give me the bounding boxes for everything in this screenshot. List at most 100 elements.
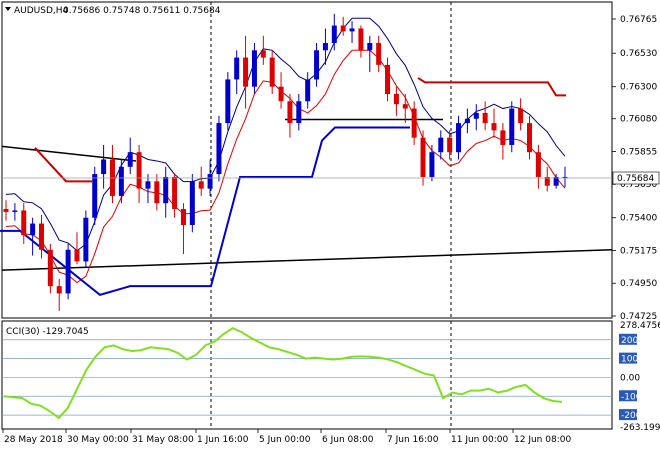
candle-body (349, 28, 355, 32)
cci-tick-label: 100 (621, 355, 638, 365)
candle-body (411, 108, 417, 138)
current-price-label: 0.75684 (617, 174, 654, 184)
candle-body (322, 43, 328, 51)
cci-tick-label: 0.00 (620, 373, 640, 383)
candle-body (172, 176, 178, 209)
candle-body (101, 159, 107, 175)
candle-body (269, 57, 275, 87)
candle-body (358, 28, 364, 51)
candle-body (127, 152, 133, 167)
time-label: 7 Jun 16:00 (387, 435, 439, 445)
candle-body (189, 181, 195, 226)
candle-body (553, 176, 559, 186)
candle-body (180, 208, 186, 226)
candle-body (438, 137, 444, 153)
candle-body (92, 174, 98, 218)
cci-level-tag (619, 352, 637, 364)
price-tick-label: 0.75400 (620, 214, 657, 224)
cci-line (3, 326, 563, 420)
time-axis: 28 May 2018 30 May 00:00 31 May 08:00 1 Jun… (2, 429, 571, 445)
candle-body (251, 50, 257, 87)
trendline-down[interactable] (1, 145, 137, 162)
candle-body (500, 130, 506, 145)
candle-body (163, 176, 169, 204)
candle-body (47, 249, 53, 287)
envelope-lower (5, 49, 566, 284)
ohlc-label: 0.75686 0.75748 0.75611 0.75684 (63, 6, 221, 16)
candle-body (429, 152, 435, 177)
price-tick-label: 0.76765 (620, 15, 657, 25)
candle-body (234, 57, 240, 80)
candle-body (83, 217, 89, 262)
cci-label: CCI(30) -129.7045 (6, 327, 89, 337)
price-axis: 0.76765 0.76530 0.76300 0.76080 0.75855 0.756… (612, 15, 657, 322)
candle-body (314, 50, 320, 80)
cci-series (3, 326, 563, 420)
candle-body (136, 152, 142, 189)
price-tick-label: 0.74725 (620, 312, 657, 322)
cci-tick-label: 200 (621, 336, 638, 346)
symbol-label: AUDUSD,H4 (14, 6, 69, 16)
candle-body (464, 118, 470, 124)
time-label: 6 Jun 08:00 (322, 435, 374, 445)
cci-level-tag (619, 390, 637, 402)
candle-body (243, 57, 249, 87)
candle-body (544, 176, 550, 186)
candles (3, 13, 568, 311)
candle-body (482, 112, 488, 124)
candle-body (145, 181, 151, 189)
candle-body (491, 123, 497, 131)
candle-body (65, 249, 71, 294)
candle-body (216, 123, 222, 175)
cci-tick-label: -200 (621, 411, 642, 421)
candle-body (118, 166, 124, 196)
stop-line-red (34, 147, 92, 183)
candle-body (527, 123, 533, 153)
candle-body (305, 79, 311, 102)
candle-body (562, 176, 568, 178)
candle-body (367, 43, 373, 51)
indicator-overlays (0, 17, 613, 296)
candle-body (3, 208, 9, 212)
candle-body (340, 25, 346, 32)
price-tick-label: 0.75630 (620, 180, 657, 190)
candle-body (30, 223, 36, 236)
collapse-triangle-icon[interactable] (5, 7, 11, 11)
cci-pane (1, 320, 613, 430)
time-label: 5 Jun 00:00 (259, 435, 311, 445)
current-price-tag (612, 171, 660, 185)
candle-body (207, 174, 213, 189)
candle-body (21, 210, 27, 236)
cci-axis: 278.4756 200 100 0.00 -100 -200 -263.1997 (619, 321, 660, 433)
time-label: 31 May 08:00 (132, 435, 194, 445)
time-label: 28 May 2018 (4, 435, 63, 445)
candle-body (296, 101, 302, 124)
cci-level-tag (619, 409, 637, 421)
candle-body (385, 64, 391, 94)
price-tick-label: 0.74950 (620, 279, 657, 289)
price-pane (1, 1, 613, 319)
candle-body (12, 210, 18, 212)
trendline-support[interactable] (1, 249, 613, 271)
candle-body (402, 104, 408, 109)
cci-level-tag (619, 333, 637, 345)
time-label: 12 Jun 08:00 (514, 435, 571, 445)
candle-body (287, 101, 293, 124)
candle-body (473, 112, 479, 119)
cci-tick-label: -100 (621, 392, 642, 402)
price-tick-label: 0.75855 (620, 147, 657, 157)
price-tick-label: 0.76080 (620, 115, 657, 125)
cci-tick-label: -263.1997 (620, 423, 660, 433)
stop-line-red (417, 77, 566, 97)
time-label: 11 Jun 00:00 (451, 435, 508, 445)
candle-body (456, 123, 462, 153)
candle-body (331, 25, 337, 44)
candle-body (376, 43, 382, 65)
envelope-upper (5, 17, 566, 252)
candle-body (38, 223, 44, 250)
candle-body (260, 50, 266, 58)
candle-body (420, 137, 426, 177)
candle-body (447, 137, 453, 153)
candle-body (154, 181, 160, 204)
